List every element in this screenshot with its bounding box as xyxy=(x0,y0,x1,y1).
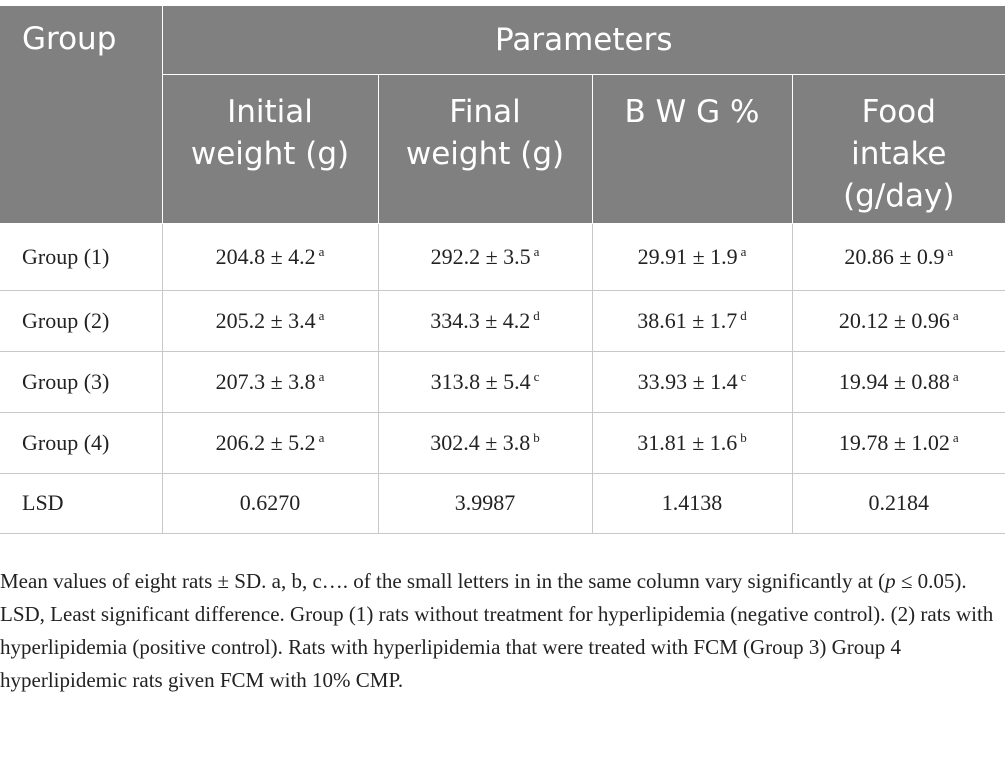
table-cell: 313.8 ± 5.4 c xyxy=(377,350,593,413)
cell-value: 204.8 ± 4.2 xyxy=(215,243,316,269)
significance-letter: a xyxy=(318,429,325,445)
table-cell: 1.4138 xyxy=(591,472,793,534)
footnote-text: ≤ 0.05). LSD, Least significant differen… xyxy=(0,569,994,692)
significance-letter: a xyxy=(318,243,325,259)
table-cell: 0.6270 xyxy=(161,472,379,534)
cell-value: 19.78 ± 1.02 xyxy=(838,429,950,455)
table-body: Group (1) 204.8 ± 4.2 a 292.2 ± 3.5 a 29.91 ±… xyxy=(0,222,1005,534)
row-label: Group (1) xyxy=(0,222,163,291)
footnote: Mean values of eight rats ± SD. a, b, c…… xyxy=(0,565,1000,697)
significance-letter: a xyxy=(952,307,959,323)
table-row: Group (4) 206.2 ± 5.2 a 302.4 ± 3.8 b 31.81 ±… xyxy=(0,411,1005,474)
significance-letter: d xyxy=(533,307,540,323)
row-label-text: Group (1) xyxy=(22,243,110,269)
cell-value: 33.93 ± 1.4 xyxy=(637,368,738,394)
table-cell: 3.9987 xyxy=(377,472,593,534)
cell-value: 19.94 ± 0.88 xyxy=(838,368,950,394)
significance-letter: c xyxy=(740,368,747,384)
table-cell: 19.78 ± 1.02 a xyxy=(791,411,1005,474)
column-header: Initial weight (g) xyxy=(161,73,379,224)
header-row: Group Parameters xyxy=(0,5,1005,224)
significance-letter: a xyxy=(952,429,959,445)
column-header-line: Food xyxy=(861,93,936,130)
column-header-line: Final xyxy=(449,93,521,130)
significance-letter: d xyxy=(740,307,747,323)
column-header-line: weight (g) xyxy=(190,135,350,172)
significance-letter: a xyxy=(952,368,959,384)
table-cell: 205.2 ± 3.4 a xyxy=(161,289,379,352)
cell-value: 206.2 ± 5.2 xyxy=(215,429,316,455)
table-cell: 204.8 ± 4.2 a xyxy=(161,222,379,291)
significance-letter: b xyxy=(740,429,747,445)
significance-letter: a xyxy=(533,243,540,259)
table-cell: 33.93 ± 1.4 c xyxy=(591,350,793,413)
column-header-line: intake xyxy=(851,135,947,172)
column-header: B W G % xyxy=(591,73,793,224)
cell-value: 292.2 ± 3.5 xyxy=(430,243,531,269)
column-header: Food intake (g/day) xyxy=(791,73,1005,224)
cell-value: 207.3 ± 3.8 xyxy=(215,368,316,394)
significance-letter: b xyxy=(533,429,540,445)
cell-value: 38.61 ± 1.7 xyxy=(637,307,738,333)
cell-value: 31.81 ± 1.6 xyxy=(637,429,738,455)
cell-value: 0.2184 xyxy=(868,490,930,515)
table-cell: 292.2 ± 3.5 a xyxy=(377,222,593,291)
table-cell: 19.94 ± 0.88 a xyxy=(791,350,1005,413)
table-cell: 38.61 ± 1.7 d xyxy=(591,289,793,352)
row-label: Group (3) xyxy=(0,350,163,413)
table-container: Group Parameters Initial weight (g) Final w… xyxy=(0,5,1005,534)
cell-value: 20.86 ± 0.9 xyxy=(844,243,945,269)
table-cell: 31.81 ± 1.6 b xyxy=(591,411,793,474)
cell-value: 302.4 ± 3.8 xyxy=(430,429,531,455)
table-header: Group Parameters Initial weight (g) Final w… xyxy=(0,5,1005,224)
cell-value: 334.3 ± 4.2 xyxy=(430,307,531,333)
significance-letter: a xyxy=(740,243,747,259)
significance-letter: a xyxy=(318,307,325,323)
table-cell: 334.3 ± 4.2 d xyxy=(377,289,593,352)
footnote-text: Mean values of eight rats ± SD. a, b, c…… xyxy=(0,569,886,593)
table-cell: 302.4 ± 3.8 b xyxy=(377,411,593,474)
row-label-text: Group (4) xyxy=(22,429,110,455)
cell-value: 3.9987 xyxy=(454,490,516,515)
column-header-line: (g/day) xyxy=(843,177,955,214)
table-cell: 207.3 ± 3.8 a xyxy=(161,350,379,413)
row-label-text: Group (2) xyxy=(22,307,110,333)
table-row: Group (1) 204.8 ± 4.2 a 292.2 ± 3.5 a 29.91 ±… xyxy=(0,222,1005,291)
row-label: Group (2) xyxy=(0,289,163,352)
cell-value: 313.8 ± 5.4 xyxy=(430,368,531,394)
table-cell: 29.91 ± 1.9 a xyxy=(591,222,793,291)
parameters-header: Parameters xyxy=(161,5,1005,75)
column-header: Final weight (g) xyxy=(377,73,593,224)
row-label-text: LSD xyxy=(22,490,64,515)
column-header-line: Initial xyxy=(227,93,313,130)
table-row: LSD 0.6270 3.9987 1.4138 0.2184 xyxy=(0,472,1005,534)
column-header-line: B W G % xyxy=(624,93,760,130)
cell-value: 0.6270 xyxy=(239,490,301,515)
table-cell: 0.2184 xyxy=(791,472,1005,534)
row-label: LSD xyxy=(0,472,163,534)
column-header-line: weight (g) xyxy=(405,135,565,172)
table-cell: 206.2 ± 5.2 a xyxy=(161,411,379,474)
significance-letter: a xyxy=(947,243,954,259)
cell-value: 29.91 ± 1.9 xyxy=(637,243,738,269)
significance-letter: c xyxy=(533,368,540,384)
cell-value: 205.2 ± 3.4 xyxy=(215,307,316,333)
table-cell: 20.12 ± 0.96 a xyxy=(791,289,1005,352)
row-label: Group (4) xyxy=(0,411,163,474)
table-row: Group (3) 207.3 ± 3.8 a 313.8 ± 5.4 c 33.93 ±… xyxy=(0,350,1005,413)
row-label-text: Group (3) xyxy=(22,368,110,394)
cell-value: 1.4138 xyxy=(661,490,723,515)
header-row: Initial weight (g) Final weight (g) B W G % F… xyxy=(0,73,1005,224)
table-cell: 20.86 ± 0.9 a xyxy=(791,222,1005,291)
cell-value: 20.12 ± 0.96 xyxy=(838,307,950,333)
significance-letter: a xyxy=(318,368,325,384)
table-row: Group (2) 205.2 ± 3.4 a 334.3 ± 4.2 d 38.61 ±… xyxy=(0,289,1005,352)
group-header: Group xyxy=(0,5,163,224)
results-table: Group Parameters Initial weight (g) Final w… xyxy=(0,5,1005,534)
footnote-text: p xyxy=(885,569,896,593)
